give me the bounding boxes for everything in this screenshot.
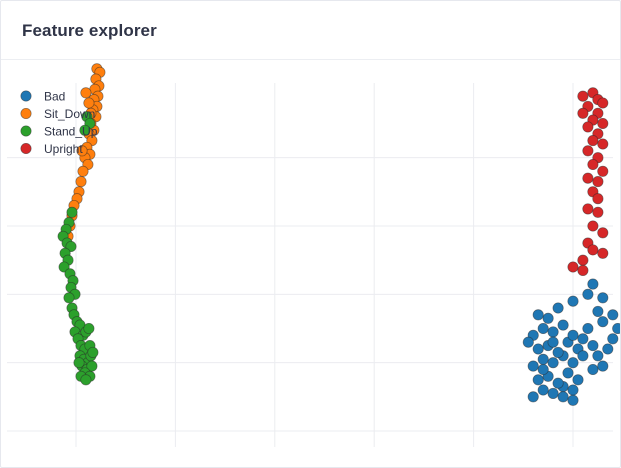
data-point[interactable]: [612, 322, 621, 335]
data-point[interactable]: [592, 176, 604, 188]
title-bar: Feature explorer: [1, 1, 620, 60]
data-point[interactable]: [587, 340, 599, 352]
data-point[interactable]: [592, 206, 604, 218]
data-point[interactable]: [547, 336, 559, 348]
data-point[interactable]: [577, 107, 589, 119]
data-point[interactable]: [587, 135, 599, 147]
data-point[interactable]: [582, 288, 594, 300]
data-point[interactable]: [597, 117, 609, 130]
data-point[interactable]: [597, 97, 609, 109]
legend-label: Sit_Down: [44, 107, 95, 121]
data-point[interactable]: [527, 391, 539, 403]
legend-label: Upright: [44, 142, 83, 156]
data-point[interactable]: [537, 384, 549, 396]
data-point[interactable]: [537, 353, 549, 365]
data-point[interactable]: [557, 319, 569, 331]
data-point[interactable]: [532, 309, 544, 321]
data-point[interactable]: [592, 305, 604, 317]
data-point[interactable]: [582, 203, 594, 215]
data-point[interactable]: [597, 138, 609, 150]
data-point[interactable]: [577, 90, 589, 102]
data-point[interactable]: [597, 360, 609, 372]
data-point[interactable]: [552, 302, 564, 314]
data-point[interactable]: [75, 176, 87, 188]
data-point[interactable]: [587, 363, 599, 376]
legend[interactable]: Bad Sit_Down Stand_Up Upright: [20, 89, 98, 156]
data-point[interactable]: [597, 316, 609, 328]
data-points: [57, 63, 621, 406]
data-point[interactable]: [582, 322, 594, 335]
data-point[interactable]: [76, 145, 88, 157]
data-point[interactable]: [567, 394, 579, 406]
data-point[interactable]: [80, 374, 92, 386]
data-point[interactable]: [87, 346, 99, 358]
grid: [7, 83, 613, 447]
data-point[interactable]: [527, 360, 539, 372]
data-point[interactable]: [572, 374, 584, 386]
data-point[interactable]: [567, 329, 579, 341]
legend-item-stand-up[interactable]: Stand_Up: [20, 124, 98, 138]
data-point[interactable]: [77, 165, 89, 177]
series-stand-up: [57, 111, 99, 386]
data-point[interactable]: [83, 322, 95, 335]
data-point[interactable]: [79, 124, 91, 136]
data-point[interactable]: [562, 367, 574, 379]
data-point[interactable]: [547, 387, 559, 399]
data-point[interactable]: [592, 350, 604, 362]
data-point[interactable]: [567, 357, 579, 369]
legend-item-sit-down[interactable]: Sit_Down: [20, 107, 96, 121]
chart-title: Feature explorer: [22, 21, 157, 40]
data-point[interactable]: [547, 326, 559, 338]
data-point[interactable]: [66, 206, 78, 218]
legend-label: Bad: [44, 89, 65, 103]
data-point[interactable]: [537, 363, 549, 376]
data-point[interactable]: [602, 343, 614, 355]
series-bad: [522, 278, 621, 406]
legend-marker-icon: [20, 107, 32, 120]
data-point[interactable]: [577, 350, 589, 362]
data-point[interactable]: [522, 336, 534, 348]
data-point[interactable]: [582, 172, 594, 184]
data-point[interactable]: [80, 87, 92, 99]
data-point[interactable]: [537, 322, 549, 335]
legend-label: Stand_Up: [44, 124, 98, 138]
data-point[interactable]: [567, 384, 579, 396]
data-point[interactable]: [547, 357, 559, 369]
data-point[interactable]: [597, 247, 609, 259]
data-point[interactable]: [577, 333, 589, 345]
data-point[interactable]: [532, 374, 544, 386]
legend-item-bad[interactable]: Bad: [20, 89, 66, 103]
data-point[interactable]: [582, 145, 594, 157]
legend-item-upright[interactable]: Upright: [20, 142, 84, 156]
data-point[interactable]: [532, 343, 544, 355]
data-point[interactable]: [582, 121, 594, 133]
data-point[interactable]: [577, 264, 589, 276]
data-point[interactable]: [587, 244, 599, 256]
data-point[interactable]: [552, 377, 564, 389]
legend-marker-icon: [20, 90, 32, 102]
data-point[interactable]: [597, 227, 609, 239]
data-point[interactable]: [557, 391, 569, 403]
data-point[interactable]: [567, 295, 579, 307]
series-upright: [567, 87, 609, 276]
data-point[interactable]: [587, 158, 599, 171]
data-point[interactable]: [73, 357, 85, 369]
data-point[interactable]: [577, 254, 589, 266]
data-point[interactable]: [587, 220, 599, 232]
data-point[interactable]: [63, 292, 75, 304]
data-point[interactable]: [587, 278, 599, 290]
data-point[interactable]: [592, 193, 604, 205]
data-point[interactable]: [607, 309, 619, 321]
legend-marker-icon: [20, 142, 32, 155]
data-point[interactable]: [552, 346, 564, 358]
data-point[interactable]: [567, 261, 579, 273]
data-point[interactable]: [597, 165, 609, 177]
legend-marker-icon: [20, 125, 32, 137]
data-point[interactable]: [542, 312, 554, 324]
data-point[interactable]: [597, 292, 609, 304]
data-point[interactable]: [607, 333, 619, 345]
